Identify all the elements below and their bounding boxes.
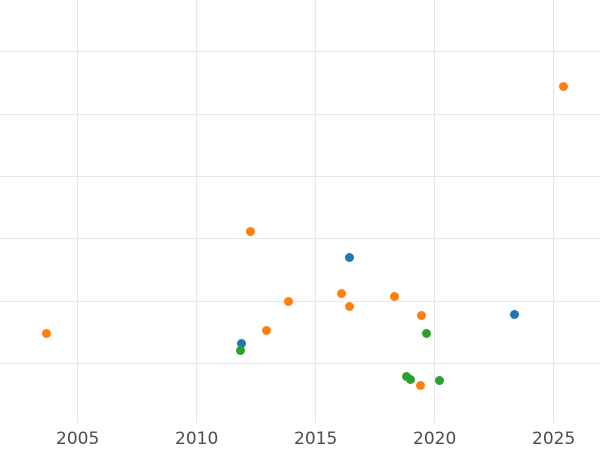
data-point-blue: [344, 252, 354, 262]
gridline-vertical: [315, 0, 317, 423]
gridline-horizontal: [0, 300, 600, 302]
data-point-green: [421, 328, 431, 338]
data-point-orange: [415, 380, 425, 390]
data-point-orange: [262, 325, 272, 335]
data-point-blue: [237, 338, 247, 348]
gridline-horizontal: [0, 362, 600, 364]
data-point-green: [434, 375, 444, 385]
x-tick-label-2010: 2010: [175, 429, 219, 449]
gridline-vertical: [77, 0, 79, 423]
x-tick-label-2025: 2025: [532, 429, 576, 449]
x-tick-label-2005: 2005: [56, 429, 100, 449]
gridline-vertical: [196, 0, 198, 423]
x-tick-label-2020: 2020: [413, 429, 457, 449]
gridline-horizontal: [0, 51, 600, 53]
data-point-blue: [509, 309, 519, 319]
data-point-orange: [337, 288, 347, 298]
data-point-green: [406, 374, 416, 384]
data-point-orange: [283, 296, 293, 306]
data-point-orange: [344, 301, 354, 311]
gridline-vertical: [553, 0, 555, 423]
data-point-green: [401, 371, 411, 381]
x-tick-label-2015: 2015: [294, 429, 338, 449]
gridline-horizontal: [0, 238, 600, 240]
data-point-orange: [42, 328, 52, 338]
data-point-orange: [245, 226, 255, 236]
gridline-horizontal: [0, 113, 600, 115]
data-point-orange: [389, 291, 399, 301]
data-point-orange: [558, 81, 568, 91]
gridline-vertical: [434, 0, 436, 423]
data-point-green: [236, 345, 246, 355]
data-point-orange: [417, 310, 427, 320]
gridline-horizontal: [0, 175, 600, 177]
